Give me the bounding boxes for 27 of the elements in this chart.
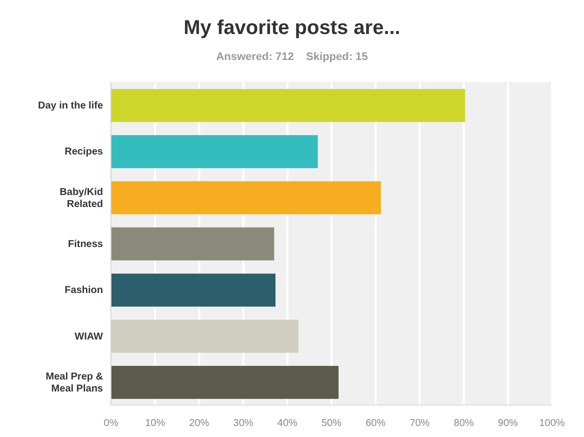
x-tick-label: 100%: [539, 418, 565, 430]
y-tick-label: Day in the life: [38, 100, 104, 112]
chart-subtitle: Answered: 712 Skipped: 15: [215, 50, 369, 64]
y-tick-label: Fashion: [64, 285, 103, 296]
x-tick-label: 40%: [277, 418, 298, 430]
x-tick-label: 50%: [321, 418, 342, 430]
y-tick-label: Meal Prep & Meal Plans: [46, 371, 104, 394]
bar: [111, 89, 466, 122]
x-tick-label: 80%: [454, 418, 474, 430]
x-tick-label: 90%: [498, 418, 518, 430]
bar: [111, 135, 318, 168]
bar: [111, 181, 381, 214]
bar: [111, 274, 276, 307]
y-tick-label: Fitness: [68, 239, 104, 250]
x-tick-label: 20%: [189, 418, 210, 430]
x-tick-label: 60%: [366, 418, 386, 430]
bar: [111, 320, 298, 353]
x-tick-label: 0%: [104, 418, 118, 430]
chart-title: My favorite posts are...: [182, 16, 402, 40]
y-tick-label: Recipes: [64, 146, 104, 158]
y-tick-label: Baby/Kid Related: [60, 186, 103, 210]
bar: [111, 227, 274, 260]
y-tick-label: WIAW: [74, 331, 104, 342]
x-tick-label: 10%: [145, 418, 166, 430]
bar: [111, 366, 339, 399]
x-tick-label: 70%: [410, 418, 430, 430]
x-tick-label: 30%: [233, 418, 254, 430]
